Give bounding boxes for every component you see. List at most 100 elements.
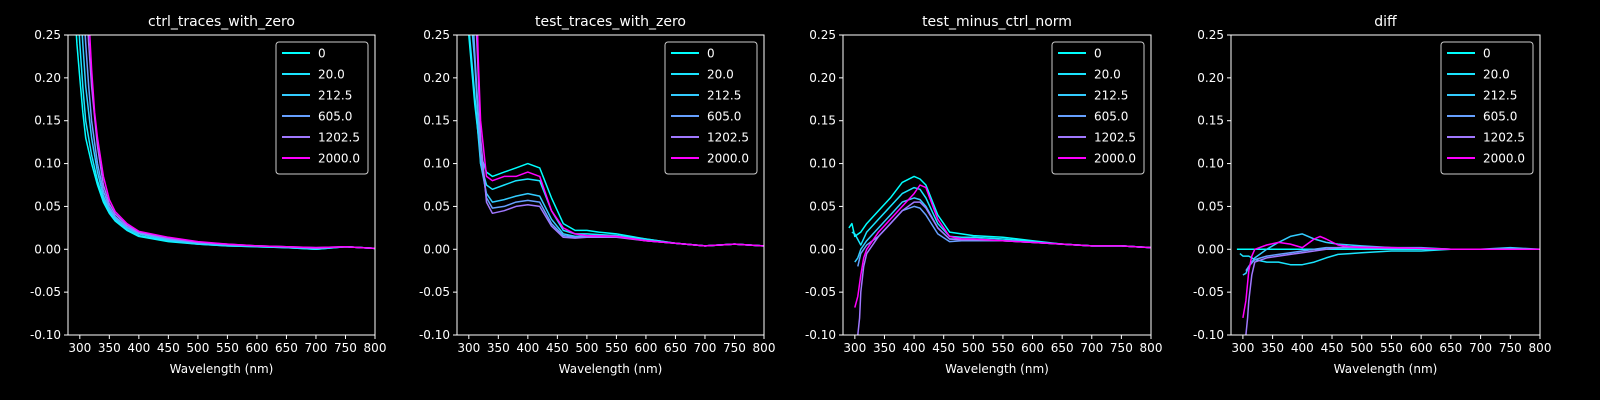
series-group bbox=[75, 35, 375, 251]
y-tick-label: -0.05 bbox=[805, 285, 836, 299]
y-tick-label: 0.05 bbox=[34, 199, 61, 213]
legend-label: 1202.5 bbox=[318, 131, 360, 145]
legend-label: 605.0 bbox=[318, 110, 352, 124]
legend-label: 20.0 bbox=[1094, 68, 1121, 82]
y-tick-label: -0.05 bbox=[419, 285, 450, 299]
series-line-2000.0 bbox=[476, 35, 764, 247]
x-tick-label: 500 bbox=[186, 341, 209, 355]
chart-panel-3: 300 350 400 450 500 550 600 650 700 750 800 -0.10 -0… bbox=[805, 14, 1163, 376]
x-tick-label: 600 bbox=[634, 341, 657, 355]
x-tick-label: 800 bbox=[1529, 341, 1552, 355]
chart-title: diff bbox=[1374, 14, 1397, 30]
x-tick-label: 750 bbox=[723, 341, 746, 355]
legend-label: 20.0 bbox=[707, 68, 734, 82]
x-tick-label: 450 bbox=[157, 341, 180, 355]
x-tick-label: 450 bbox=[546, 341, 569, 355]
y-tick-label: -0.10 bbox=[419, 328, 450, 342]
x-tick-label: 800 bbox=[1140, 341, 1163, 355]
x-tick-label: 450 bbox=[1321, 341, 1344, 355]
series-group bbox=[1236, 233, 1540, 335]
y-tick-label: -0.05 bbox=[1193, 285, 1224, 299]
x-tick-label: 550 bbox=[605, 341, 628, 355]
y-tick-label: 0.25 bbox=[809, 28, 836, 42]
y-tick-label: 0.25 bbox=[423, 28, 450, 42]
x-tick-label: 400 bbox=[903, 341, 926, 355]
legend-label: 20.0 bbox=[318, 68, 345, 82]
y-tick-label: 0.00 bbox=[34, 242, 61, 256]
y-tick-label: 0.25 bbox=[1197, 28, 1224, 42]
x-tick-label: 500 bbox=[575, 341, 598, 355]
x-axis-label: Wavelength (nm) bbox=[945, 362, 1049, 376]
chart-title: ctrl_traces_with_zero bbox=[148, 14, 295, 30]
legend-label: 212.5 bbox=[1094, 89, 1128, 103]
legend-label: 2000.0 bbox=[1094, 152, 1136, 166]
legend: 0 20.0 212.5 605.0 1202.5 2000.0 bbox=[1440, 41, 1534, 175]
x-tick-label: 350 bbox=[98, 341, 121, 355]
x-tick-label: 600 bbox=[245, 341, 268, 355]
x-tick-label: 750 bbox=[1499, 341, 1522, 355]
series-line-2000.0 bbox=[1242, 235, 1540, 319]
chart-title: test_traces_with_zero bbox=[535, 14, 686, 30]
y-tick-label: 0.25 bbox=[34, 28, 61, 42]
legend-label: 605.0 bbox=[1483, 110, 1517, 124]
y-tick-label: 0.15 bbox=[1197, 114, 1224, 128]
legend-label: 1202.5 bbox=[1483, 131, 1525, 145]
axes-frame bbox=[842, 34, 1152, 336]
y-tick-label: 0.10 bbox=[34, 157, 61, 171]
legend-label: 605.0 bbox=[1094, 110, 1128, 124]
y-tick-label: 0.10 bbox=[1197, 157, 1224, 171]
x-tick-label: 400 bbox=[516, 341, 539, 355]
x-tick-label: 550 bbox=[991, 341, 1014, 355]
legend-label: 605.0 bbox=[707, 110, 741, 124]
legend-label: 1202.5 bbox=[707, 131, 749, 145]
y-tick-label: 0.15 bbox=[423, 114, 450, 128]
y-tick-label: 0.15 bbox=[34, 114, 61, 128]
axes-frame bbox=[1230, 34, 1541, 336]
legend-label: 2000.0 bbox=[707, 152, 749, 166]
x-tick-label: 400 bbox=[127, 341, 150, 355]
x-tick-label: 550 bbox=[1380, 341, 1403, 355]
y-tick-label: -0.10 bbox=[805, 328, 836, 342]
legend-label: 0 bbox=[1483, 47, 1491, 61]
axes-frame bbox=[67, 34, 376, 336]
legend: 0 20.0 212.5 605.0 1202.5 2000.0 bbox=[664, 41, 758, 175]
x-axis-label: Wavelength (nm) bbox=[170, 362, 274, 376]
legend-label: 212.5 bbox=[707, 89, 741, 103]
x-tick-label: 650 bbox=[664, 341, 687, 355]
legend: 0 20.0 212.5 605.0 1202.5 2000.0 bbox=[1051, 41, 1145, 175]
y-tick-label: 0.05 bbox=[423, 199, 450, 213]
legend-label: 212.5 bbox=[1483, 89, 1517, 103]
legend-label: 212.5 bbox=[318, 89, 352, 103]
x-tick-label: 650 bbox=[1051, 341, 1074, 355]
y-tick-label: 0.10 bbox=[423, 157, 450, 171]
y-tick-label: 0.00 bbox=[1197, 242, 1224, 256]
x-tick-label: 750 bbox=[1110, 341, 1133, 355]
legend-label: 20.0 bbox=[1483, 68, 1510, 82]
x-tick-label: 800 bbox=[364, 341, 387, 355]
x-tick-label: 500 bbox=[1350, 341, 1373, 355]
x-tick-label: 300 bbox=[68, 341, 91, 355]
x-tick-label: 300 bbox=[457, 341, 480, 355]
y-tick-label: 0.20 bbox=[34, 71, 61, 85]
x-tick-label: 550 bbox=[216, 341, 239, 355]
x-tick-label: 650 bbox=[275, 341, 298, 355]
x-tick-label: 600 bbox=[1410, 341, 1433, 355]
legend: 0 20.0 212.5 605.0 1202.5 2000.0 bbox=[275, 41, 369, 175]
y-tick-label: 0.20 bbox=[423, 71, 450, 85]
y-tick-label: 0.20 bbox=[1197, 71, 1224, 85]
legend-label: 0 bbox=[707, 47, 715, 61]
x-tick-label: 700 bbox=[694, 341, 717, 355]
legend-label: 2000.0 bbox=[1483, 152, 1525, 166]
x-tick-label: 800 bbox=[753, 341, 776, 355]
x-tick-label: 350 bbox=[487, 341, 510, 355]
x-tick-label: 650 bbox=[1439, 341, 1462, 355]
x-axis-label: Wavelength (nm) bbox=[559, 362, 663, 376]
y-tick-label: 0.10 bbox=[809, 157, 836, 171]
y-tick-label: -0.10 bbox=[1193, 328, 1224, 342]
x-tick-label: 350 bbox=[873, 341, 896, 355]
x-axis-label: Wavelength (nm) bbox=[1334, 362, 1438, 376]
x-tick-label: 700 bbox=[1080, 341, 1103, 355]
x-tick-label: 600 bbox=[1021, 341, 1044, 355]
legend-label: 0 bbox=[1094, 47, 1102, 61]
